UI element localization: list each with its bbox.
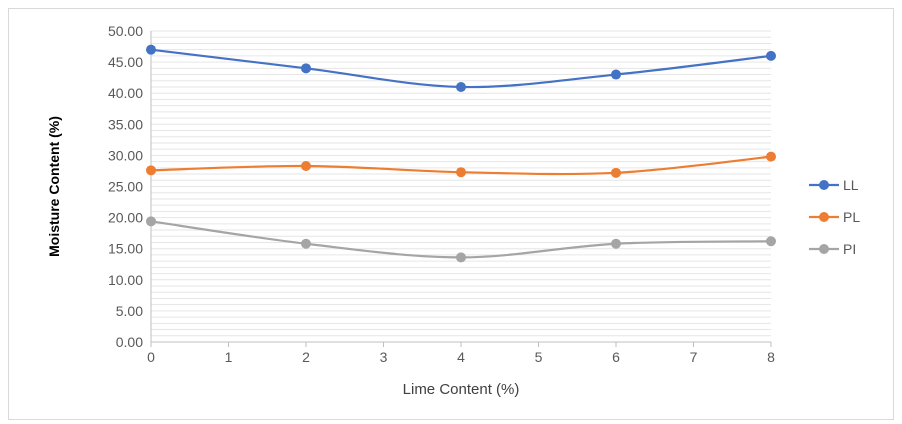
x-tick-labels: 0 1 2 3 4 5 6 7 8 — [147, 349, 775, 365]
x-tick-label: 7 — [690, 349, 698, 365]
y-tick-label: 30.00 — [108, 147, 143, 163]
axes — [150, 31, 772, 347]
y-tick-label: 50.00 — [108, 23, 143, 39]
legend: LL PL PI — [809, 177, 860, 257]
series-group — [146, 44, 776, 263]
y-axis-title: Moisture Content (%) — [46, 116, 62, 257]
chart-frame: 0.00 5.00 10.00 15.00 20.00 25.00 30.00 35.00 40… — [8, 8, 894, 420]
legend-label-pl: PL — [843, 209, 860, 225]
data-point-pl — [766, 151, 776, 162]
data-point-ll — [456, 81, 466, 92]
x-tick-label: 6 — [612, 349, 620, 365]
x-tick-label: 0 — [147, 349, 155, 365]
y-tick-label: 40.00 — [108, 85, 143, 101]
legend-marker-ll — [819, 180, 829, 190]
data-point-ll — [611, 69, 621, 80]
gridlines — [151, 30, 771, 337]
data-point-pl — [301, 160, 311, 171]
x-tick-label: 8 — [767, 349, 775, 365]
data-point-pi — [146, 216, 156, 227]
data-point-pl — [456, 167, 466, 178]
y-tick-label: 45.00 — [108, 54, 143, 70]
series-line-pi — [150, 220, 772, 259]
y-tick-label: 0.00 — [116, 334, 143, 350]
legend-label-pi: PI — [843, 241, 856, 257]
y-tick-label: 35.00 — [108, 116, 143, 132]
data-point-ll — [301, 63, 311, 74]
data-point-pl — [146, 165, 156, 176]
data-point-pi — [766, 236, 776, 247]
y-tick-label: 25.00 — [108, 179, 143, 195]
line-chart: 0.005.0010.0015.0020.0025.0030.0035.0040… — [46, 23, 860, 398]
data-point-pi — [611, 238, 621, 249]
legend-marker-pl — [819, 212, 829, 222]
x-axis-title: Lime Content (%) — [403, 381, 520, 398]
x-tick-label: 2 — [302, 349, 310, 365]
legend-marker-pi — [819, 244, 829, 254]
y-tick-label: 15.00 — [108, 241, 143, 257]
x-tick-label: 3 — [380, 349, 388, 365]
x-tick-label: 4 — [457, 349, 465, 365]
legend-label-ll: LL — [843, 177, 859, 193]
y-tick-label: 20.00 — [108, 210, 143, 226]
data-point-pi — [301, 238, 311, 249]
x-tick-label: 5 — [535, 349, 543, 365]
data-point-pl — [611, 167, 621, 178]
y-tick-label: 10.00 — [108, 272, 143, 288]
x-tick-label: 1 — [225, 349, 233, 365]
data-point-ll — [766, 50, 776, 61]
y-tick-labels: 0.00 5.00 10.00 15.00 20.00 25.00 30.00 35.00 40… — [108, 23, 143, 350]
data-point-ll — [146, 44, 156, 55]
data-point-pi — [456, 252, 466, 263]
y-tick-label: 5.00 — [116, 303, 143, 319]
